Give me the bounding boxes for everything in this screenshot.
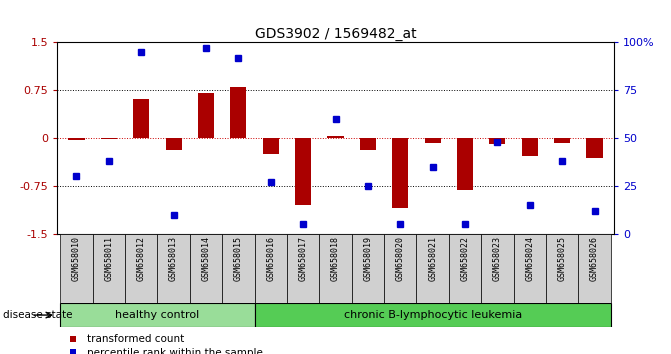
Bar	[60, 234, 93, 303]
Text: GSM658016: GSM658016	[266, 236, 275, 281]
Bar	[521, 138, 538, 156]
Bar	[319, 234, 352, 303]
Text: GSM658022: GSM658022	[460, 236, 470, 281]
Bar	[125, 234, 158, 303]
Bar	[449, 234, 481, 303]
Bar	[68, 138, 85, 140]
Bar	[489, 138, 505, 144]
Bar	[166, 138, 182, 149]
Bar	[254, 303, 611, 327]
Bar	[101, 138, 117, 139]
Title: GDS3902 / 1569482_at: GDS3902 / 1569482_at	[255, 28, 416, 41]
Text: GSM658014: GSM658014	[201, 236, 211, 281]
Bar	[360, 138, 376, 149]
Bar	[295, 138, 311, 205]
Bar	[481, 234, 513, 303]
Bar	[586, 138, 603, 159]
Bar	[254, 234, 287, 303]
Bar	[327, 136, 344, 138]
Text: GSM658011: GSM658011	[105, 236, 113, 281]
Bar	[392, 138, 409, 208]
Text: GSM658026: GSM658026	[590, 236, 599, 281]
Text: chronic B-lymphocytic leukemia: chronic B-lymphocytic leukemia	[344, 310, 522, 320]
Text: GSM658017: GSM658017	[299, 236, 307, 281]
Text: disease state: disease state	[3, 310, 72, 320]
Text: GSM658024: GSM658024	[525, 236, 534, 281]
Bar	[578, 234, 611, 303]
Text: GSM658018: GSM658018	[331, 236, 340, 281]
Bar	[133, 98, 150, 138]
Bar	[60, 303, 254, 327]
Bar	[158, 234, 190, 303]
Legend: transformed count, percentile rank within the sample: transformed count, percentile rank withi…	[62, 335, 263, 354]
Text: GSM658012: GSM658012	[137, 236, 146, 281]
Text: GSM658025: GSM658025	[558, 236, 566, 281]
Text: GSM658023: GSM658023	[493, 236, 502, 281]
Bar	[554, 138, 570, 143]
Bar	[262, 138, 279, 154]
Text: GSM658013: GSM658013	[169, 236, 178, 281]
Bar	[93, 234, 125, 303]
Bar	[222, 234, 254, 303]
Text: GSM658010: GSM658010	[72, 236, 81, 281]
Bar	[190, 234, 222, 303]
Bar	[287, 234, 319, 303]
Bar	[384, 234, 417, 303]
Bar	[457, 138, 473, 190]
Text: GSM658019: GSM658019	[364, 236, 372, 281]
Bar	[513, 234, 546, 303]
Text: GSM658021: GSM658021	[428, 236, 437, 281]
Bar	[198, 93, 214, 138]
Text: GSM658015: GSM658015	[234, 236, 243, 281]
Bar	[230, 87, 246, 138]
Bar	[425, 138, 441, 143]
Text: GSM658020: GSM658020	[396, 236, 405, 281]
Text: healthy control: healthy control	[115, 310, 199, 320]
Bar	[352, 234, 384, 303]
Bar	[546, 234, 578, 303]
Bar	[417, 234, 449, 303]
